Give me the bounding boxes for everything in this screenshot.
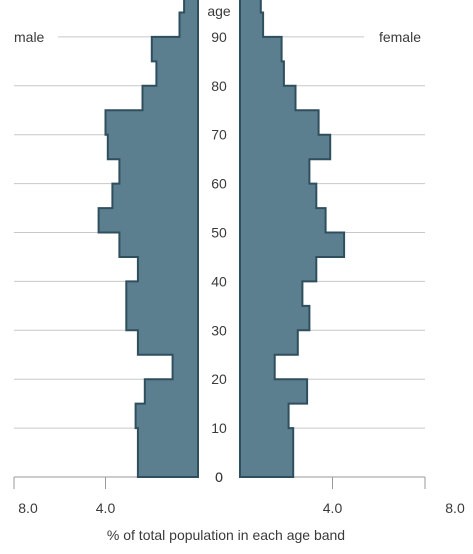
female-label: female: [379, 29, 421, 45]
age-tick-label: 70: [211, 127, 227, 143]
x-tick-label: 4.0: [96, 500, 116, 516]
x-tick-label: 8.0: [18, 500, 38, 516]
age-tick-label: 80: [211, 78, 227, 94]
female-population-bars: [239, 0, 346, 478]
age-tick-label: 50: [211, 225, 227, 241]
age-tick-label: 30: [211, 322, 227, 338]
age-tick-label: 40: [211, 273, 227, 289]
x-tick-label: 0: [215, 469, 223, 485]
male-population-bars: [97, 0, 199, 478]
age-tick-label: 60: [211, 176, 227, 192]
age-tick-label: 90: [211, 29, 227, 45]
age-tick-label: 0: [215, 469, 223, 485]
age-tick-label: 20: [211, 371, 227, 387]
x-tick-label: 4.0: [323, 500, 343, 516]
bars: [97, 0, 346, 478]
male-label-bg: [6, 28, 58, 46]
female-label-bg: [364, 28, 426, 46]
x-axis-title: % of total population in each age band: [107, 527, 345, 543]
age-axis-title: age: [207, 3, 231, 19]
age-tick-label: 10: [211, 420, 227, 436]
male-label: male: [14, 29, 45, 45]
x-tick-label: 8.0: [445, 500, 465, 516]
